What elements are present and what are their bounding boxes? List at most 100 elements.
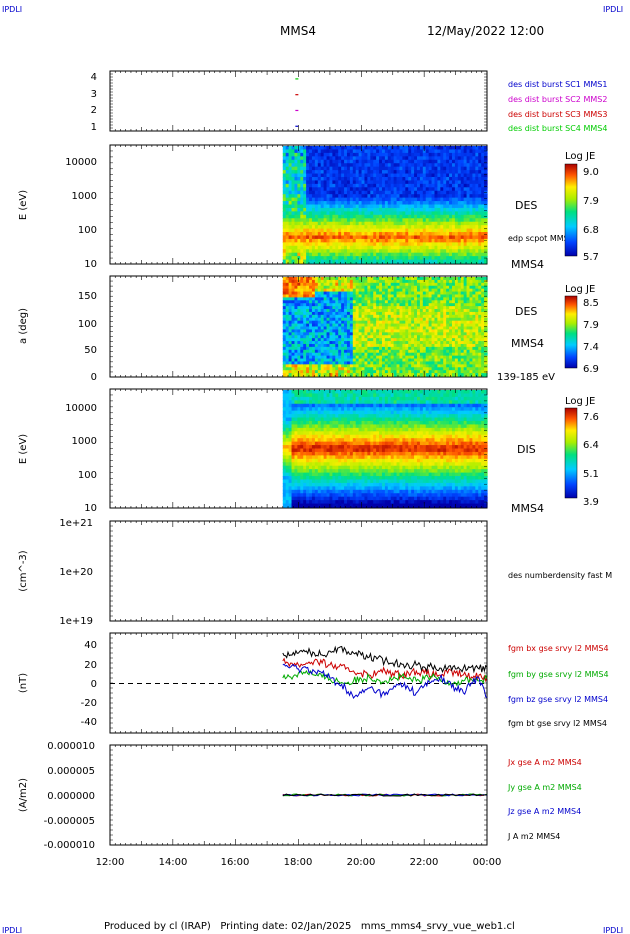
des-pitch-cell <box>320 346 325 351</box>
des-pitch-cell <box>335 297 339 301</box>
des-pitch-cell <box>425 320 430 325</box>
des-energy-cell <box>428 159 433 164</box>
des-energy-cell <box>434 252 439 257</box>
des-energy-cell <box>425 221 430 226</box>
des-energy-cell <box>454 183 459 188</box>
des-energy-cell <box>285 259 290 264</box>
des-energy-cell <box>361 176 366 182</box>
des-pitch-cell <box>376 370 380 374</box>
des-pitch-cell <box>387 306 392 310</box>
des-pitch-cell <box>349 314 354 319</box>
des-pitch-cell <box>460 358 465 363</box>
des-pitch-cell <box>338 326 342 331</box>
des-pitch-cell <box>463 285 468 290</box>
des-pitch-cell <box>390 346 395 351</box>
des-pitch-cell <box>460 329 465 333</box>
des-pitch-cell <box>399 373 403 377</box>
des-pitch-spectrogram <box>282 277 488 377</box>
des-pitch-cell <box>466 349 471 354</box>
des-pitch-cell <box>306 306 310 310</box>
des-energy-cell <box>285 163 290 168</box>
des-energy-cell <box>481 190 485 195</box>
des-energy-cell <box>341 238 345 243</box>
des-energy-cell <box>300 197 304 202</box>
des-energy-cell <box>379 187 383 192</box>
des-energy-cell <box>358 249 363 254</box>
des-pitch-cell <box>300 294 304 298</box>
des-pitch-cell <box>419 317 424 322</box>
des-pitch-cell <box>384 329 389 333</box>
des-pitch-cell <box>311 311 316 316</box>
dis-energy-cell <box>294 503 298 508</box>
des-pitch-cell <box>344 370 348 374</box>
des-pitch-cell <box>352 364 357 368</box>
des-energy-cell <box>291 197 296 202</box>
des-pitch-cell <box>399 311 403 316</box>
des-pitch-cell <box>370 361 374 365</box>
dis-energy-cell <box>294 469 298 474</box>
des-pitch-cell <box>329 300 333 304</box>
des-pitch-cell <box>478 364 482 368</box>
dis-energy-cell <box>297 469 301 474</box>
des-pitch-cell <box>469 279 474 284</box>
des-energy-cell <box>314 149 319 154</box>
des-energy-cell <box>297 190 301 195</box>
dis-energy-cell <box>294 441 298 446</box>
des-energy-cell <box>443 235 447 240</box>
des-energy-cell <box>367 176 371 182</box>
des-pitch-cell <box>449 355 453 360</box>
des-pitch-cell <box>390 326 395 331</box>
des-energy-cell <box>297 242 301 247</box>
des-pitch-cell <box>297 346 301 351</box>
des-pitch-cell <box>314 329 319 333</box>
des-energy-cell <box>466 228 471 233</box>
des-pitch-cell <box>285 303 290 307</box>
des-pitch-cell <box>311 297 316 301</box>
des-energy-cell <box>297 152 301 157</box>
des-pitch-cell <box>411 311 415 316</box>
des-energy-cell <box>463 242 468 247</box>
des-energy-cell <box>460 156 465 161</box>
dis-energy-cell <box>282 469 287 474</box>
des-pitch-cell <box>387 311 392 316</box>
des-pitch-cell <box>314 335 319 339</box>
des-energy-cell <box>457 221 462 226</box>
des-energy-cell <box>297 166 301 171</box>
des-energy-cell <box>332 190 336 195</box>
des-energy-cell <box>346 170 351 175</box>
des-pitch-cell <box>428 346 433 351</box>
des-pitch-cell <box>352 355 357 360</box>
des-energy-cell <box>384 166 389 171</box>
des-energy-cell <box>384 197 389 202</box>
des-energy-cell <box>408 149 412 154</box>
des-pitch-cell <box>440 355 444 360</box>
des-energy-cell <box>422 149 427 154</box>
des-pitch-cell <box>384 358 389 363</box>
des-energy-cell <box>416 228 421 233</box>
des-pitch-cell <box>466 317 471 322</box>
des-pitch-cell <box>373 306 377 310</box>
des-pitch-cell <box>352 341 357 345</box>
des-pitch-cell <box>472 361 476 365</box>
des-energy-cell <box>309 211 313 216</box>
des-energy-cell <box>414 159 418 164</box>
des-pitch-cell <box>306 358 310 363</box>
des-pitch-cell <box>288 294 293 298</box>
des-energy-cell <box>390 149 395 154</box>
des-pitch-cell <box>469 285 474 290</box>
des-energy-cell <box>472 173 476 178</box>
des-energy-cell <box>460 176 465 182</box>
des-pitch-cell <box>469 346 474 351</box>
des-energy-cell <box>309 146 313 151</box>
des-pitch-cell <box>367 300 371 304</box>
des-energy-cell <box>469 173 474 178</box>
des-pitch-cell <box>338 303 342 307</box>
des-energy-cell <box>475 146 479 151</box>
des-energy-cell <box>390 201 395 206</box>
des-energy-cell <box>399 159 403 164</box>
des-pitch-cell <box>457 358 462 363</box>
des-pitch-cell <box>390 309 395 313</box>
des-energy-cell <box>311 207 316 212</box>
des-energy-cell <box>437 232 441 237</box>
des-energy-cell <box>358 170 363 175</box>
